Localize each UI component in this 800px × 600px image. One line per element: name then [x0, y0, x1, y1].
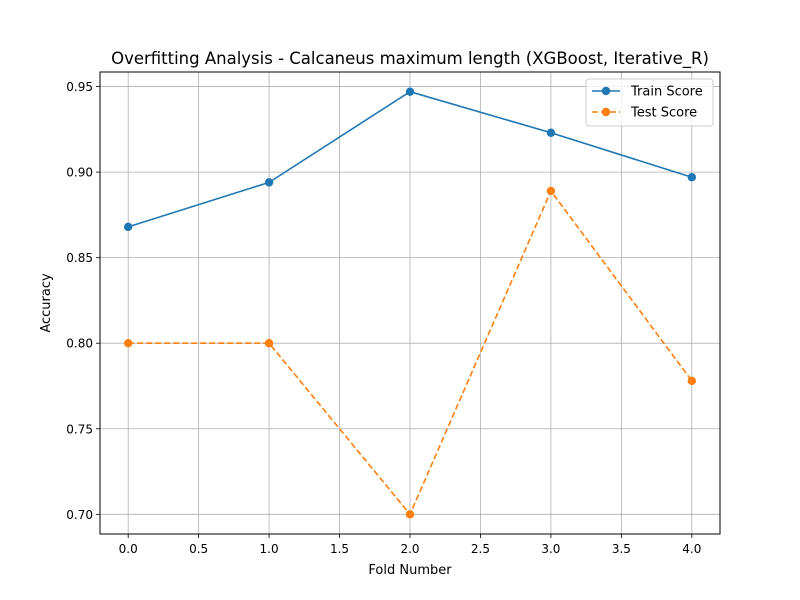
x-tick-label: 3.0 [541, 542, 560, 556]
test-score-point [264, 339, 274, 348]
y-tick-label: 0.85 [66, 251, 93, 265]
train-score-point [687, 173, 697, 182]
chart-title: Overfitting Analysis - Calcaneus maximum… [111, 49, 709, 69]
x-tick-label: 0.0 [119, 542, 138, 556]
test-score-point [405, 510, 415, 519]
test-score-point [687, 376, 697, 386]
x-axis-label: Fold Number [368, 563, 452, 578]
test-score-point [546, 186, 556, 196]
test-score-point [123, 339, 133, 348]
x-tick-label: 1.0 [260, 542, 279, 556]
x-tick-label: 0.5 [189, 542, 208, 556]
x-tick-label: 2.5 [471, 542, 490, 556]
grid-layer [100, 72, 720, 534]
y-tick-label: 0.75 [66, 422, 93, 436]
train-score-point [123, 222, 133, 232]
x-tick-label: 3.5 [612, 542, 631, 556]
legend-test-score-label: Test Score [630, 106, 697, 121]
legend-train-score-marker [601, 86, 611, 96]
train-score-point [405, 87, 415, 96]
ticks-layer: 0.0 0.5 1.0 1.5 2.0 2.5 3.0 3.5 4.0 0.70 0.75 0.80 0… [66, 80, 701, 556]
x-tick-label: 1.5 [330, 542, 349, 556]
train-score-point [546, 128, 556, 137]
legend-train-score-label: Train Score [630, 85, 703, 100]
y-tick-label: 0.70 [66, 508, 93, 522]
y-axis-label: Accuracy [39, 273, 54, 333]
train-score-point [264, 178, 274, 187]
legend-test-score-marker [601, 107, 611, 117]
series-layer [123, 87, 697, 519]
y-tick-label: 0.90 [66, 166, 93, 180]
y-tick-label: 0.80 [66, 337, 93, 351]
legend: Train Score Test Score [585, 78, 714, 127]
x-tick-label: 4.0 [682, 542, 701, 556]
x-tick-label: 2.0 [400, 542, 419, 556]
y-tick-label: 0.95 [66, 80, 93, 94]
